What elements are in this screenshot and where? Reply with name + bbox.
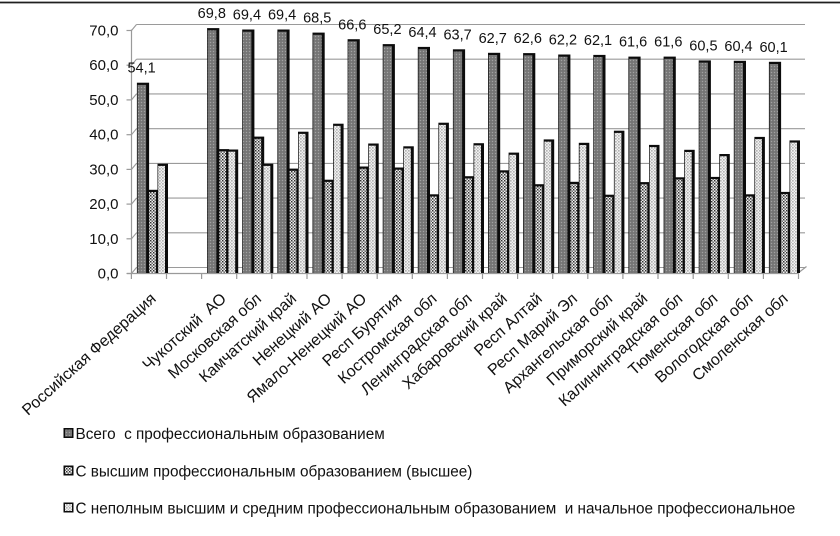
- svg-text:61,6: 61,6: [654, 35, 682, 51]
- svg-text:65,2: 65,2: [373, 22, 401, 38]
- svg-text:62,1: 62,1: [584, 33, 612, 49]
- svg-text:30,0: 30,0: [89, 161, 118, 178]
- svg-text:69,8: 69,8: [198, 6, 226, 22]
- svg-text:70,0: 70,0: [89, 23, 118, 40]
- svg-text:10,0: 10,0: [89, 231, 118, 248]
- svg-text:61,6: 61,6: [619, 35, 647, 51]
- svg-text:62,6: 62,6: [514, 31, 542, 47]
- svg-text:60,5: 60,5: [689, 39, 717, 55]
- svg-text:Всего с профессиональным обра: Всего с профессиональным образованием: [76, 426, 385, 443]
- svg-text:40,0: 40,0: [89, 127, 118, 144]
- svg-text:69,4: 69,4: [233, 8, 261, 24]
- svg-text:69,4: 69,4: [268, 8, 296, 24]
- svg-text:62,2: 62,2: [549, 33, 577, 49]
- svg-text:20,0: 20,0: [89, 196, 118, 213]
- svg-text:63,7: 63,7: [443, 27, 471, 43]
- svg-text:62,7: 62,7: [479, 31, 507, 47]
- svg-text:68,5: 68,5: [303, 11, 331, 27]
- svg-text:0,0: 0,0: [98, 266, 119, 283]
- svg-text:50,0: 50,0: [89, 92, 118, 109]
- svg-text:54,1: 54,1: [127, 61, 155, 77]
- svg-text:66,6: 66,6: [338, 17, 366, 33]
- svg-text:60,0: 60,0: [89, 57, 118, 74]
- svg-text:С неполным высшим и средним пр: С неполным высшим и средним профессионал…: [76, 501, 796, 518]
- svg-text:С высшим профессиональным обра: С высшим профессиональным образованием (…: [76, 464, 473, 481]
- svg-text:60,1: 60,1: [759, 40, 787, 56]
- svg-text:64,4: 64,4: [408, 25, 436, 41]
- svg-text:60,4: 60,4: [724, 39, 752, 55]
